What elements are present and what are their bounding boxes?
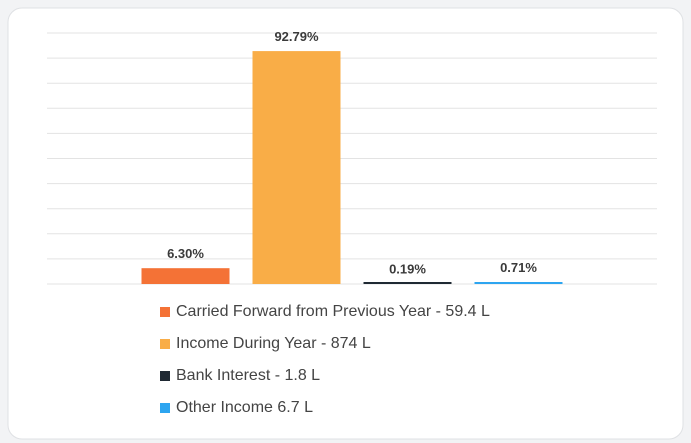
data-label: 92.79% <box>274 29 319 44</box>
card <box>7 7 684 440</box>
legend-label: Bank Interest - 1.8 L <box>176 367 320 384</box>
legend-label: Income During Year - 874 L <box>176 335 371 352</box>
data-label: 6.30% <box>167 246 204 261</box>
legend-swatch <box>160 339 170 349</box>
bar <box>141 268 230 284</box>
bar <box>474 282 563 284</box>
legend-label: Carried Forward from Previous Year - 59.… <box>176 303 490 320</box>
data-label: 0.19% <box>389 262 426 277</box>
legend-swatch <box>160 307 170 317</box>
bar <box>363 282 452 284</box>
legend-swatch <box>160 371 170 381</box>
legend-label: Other Income 6.7 L <box>176 399 313 416</box>
data-label: 0.71% <box>500 260 537 275</box>
bar <box>252 51 341 284</box>
legend-swatch <box>160 403 170 413</box>
